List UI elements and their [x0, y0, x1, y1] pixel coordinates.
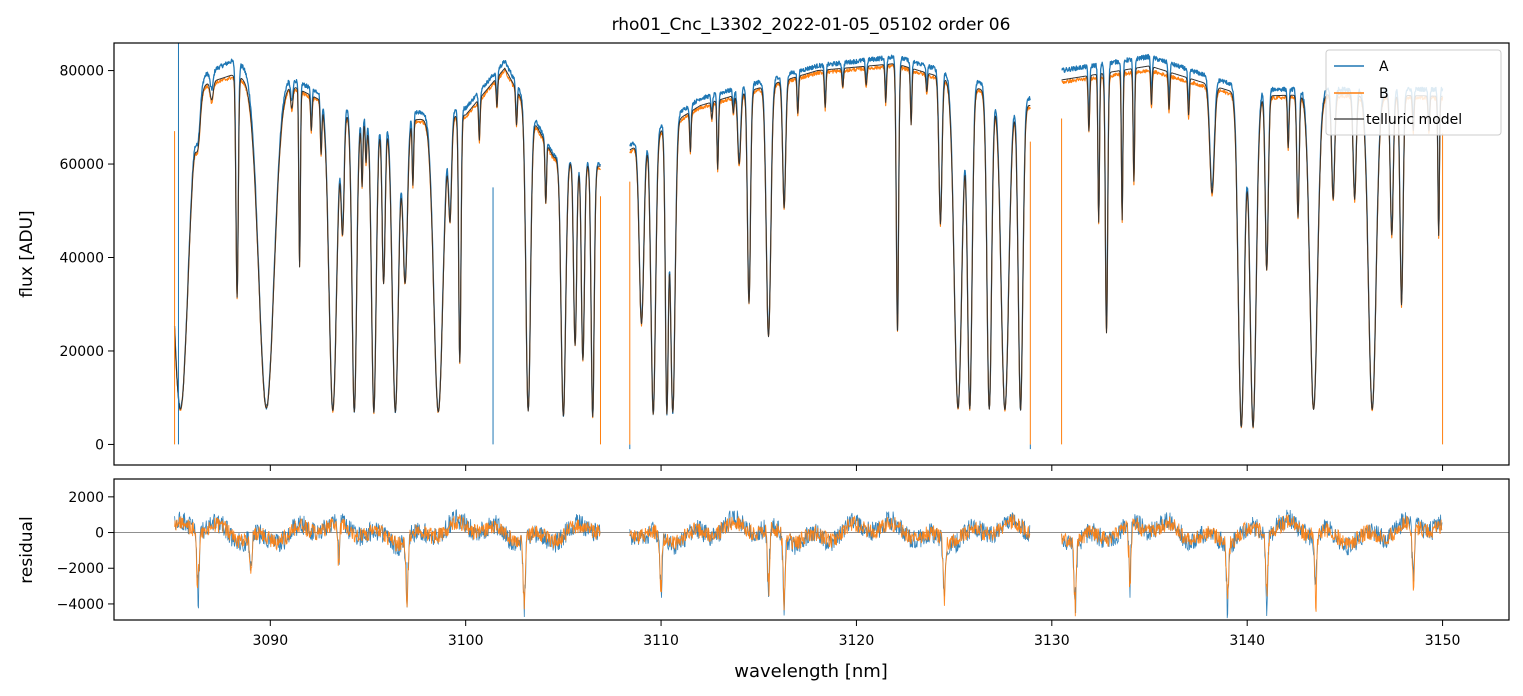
residual-line-a-segment-1 [174, 509, 601, 618]
legend-box [1325, 49, 1502, 136]
residual-y-axis-label: residual [17, 516, 37, 583]
flux-line-b-segment-2 [629, 63, 1031, 415]
residual-x-tick-label: 3110 [643, 633, 679, 649]
flux-line-model-segment-3 [1061, 65, 1443, 428]
flux-y-ticks: 0 20000 40000 60000 80000 [59, 64, 114, 453]
flux-line-model-segment-1 [174, 67, 601, 417]
residual-x-tick-label: 3100 [448, 633, 484, 649]
residual-x-tick-label: 3140 [1229, 633, 1265, 649]
flux-series [173, 43, 1444, 450]
chart-title: rho01_Cnc_L3302_2022-01-05_05102 order 0… [612, 15, 1011, 35]
flux-y-tick-label: 80000 [59, 64, 104, 80]
flux-y-tick-label: 20000 [59, 344, 104, 360]
residual-panel-frame [113, 478, 1510, 621]
residual-x-tick-label: 3130 [1034, 633, 1070, 649]
residual-x-tick-label: 3120 [839, 633, 875, 649]
flux-y-tick-label: 40000 [59, 251, 104, 267]
flux-x-ticks [269, 465, 1444, 471]
residual-y-tick-label: −4000 [57, 597, 104, 613]
residual-line-b-segment-1 [174, 513, 601, 610]
legend-label-b: B [1379, 86, 1389, 102]
flux-line-model-segment-2 [629, 63, 1031, 415]
legend-label-model: telluric model [1366, 112, 1462, 128]
residual-y-ticks: −4000 −2000 0 2000 [57, 490, 114, 613]
residual-y-tick-label: 0 [95, 526, 104, 542]
flux-y-tick-label: 60000 [59, 157, 104, 173]
residual-panel: −4000 −2000 0 2000 3090 3100 3110 3120 3130 3140… [17, 478, 1510, 682]
residual-line-b-segment-3 [1061, 514, 1443, 617]
residual-x-tick-label: 3090 [252, 633, 288, 649]
flux-y-axis-label: flux [ADU] [17, 210, 37, 297]
residual-line-b-segment-2 [629, 513, 1031, 611]
x-axis-label: wavelength [nm] [734, 661, 888, 682]
legend-label-a: A [1379, 59, 1389, 75]
residual-y-tick-label: −2000 [57, 561, 104, 577]
flux-y-tick-label: 0 [95, 437, 104, 453]
flux-panel: 0 20000 40000 60000 80000 flux [ADU] [17, 42, 1510, 471]
residual-series [114, 509, 1509, 619]
legend: A B telluric model [1325, 49, 1502, 136]
residual-x-tick-label: 3150 [1425, 633, 1461, 649]
residual-x-ticks: 3090 3100 3110 3120 3130 3140 3150 [252, 620, 1460, 649]
flux-panel-frame [113, 42, 1510, 466]
residual-y-tick-label: 2000 [68, 490, 104, 506]
flux-line-a-segment-2 [629, 54, 1031, 416]
